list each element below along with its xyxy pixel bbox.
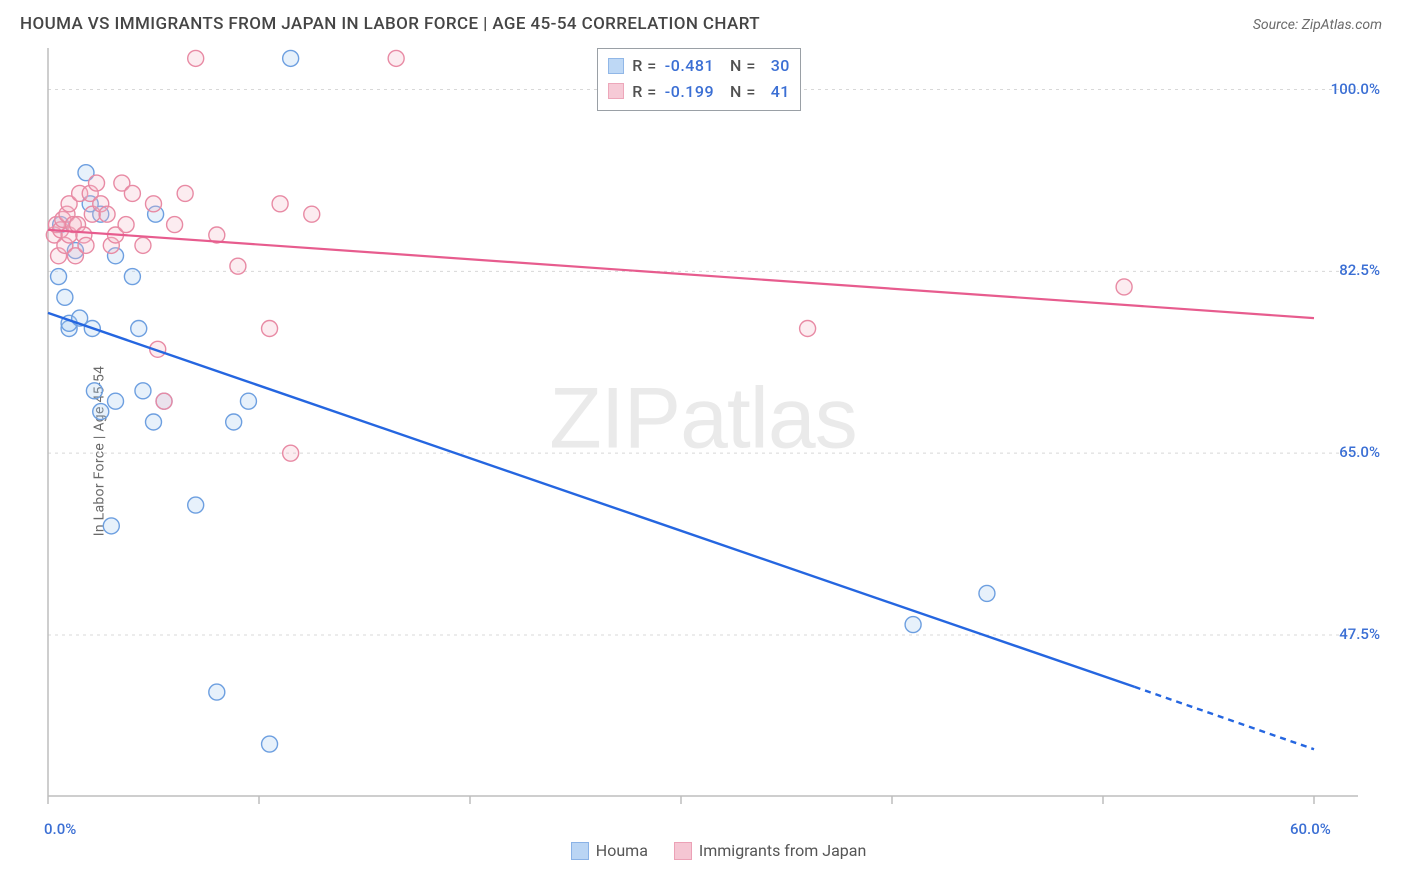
legend-item: Immigrants from Japan bbox=[674, 841, 866, 860]
y-tick-label: 82.5% bbox=[1339, 261, 1380, 279]
r-value: -0.199 bbox=[665, 79, 714, 105]
legend-swatch-icon bbox=[608, 58, 624, 74]
legend-swatch-icon bbox=[571, 842, 589, 860]
legend-label: Immigrants from Japan bbox=[699, 841, 866, 860]
x-tick-label: 60.0% bbox=[1290, 820, 1331, 838]
chart-title: HOUMA VS IMMIGRANTS FROM JAPAN IN LABOR … bbox=[20, 14, 760, 34]
chart-container: In Labor Force | Age 45-54 ZIPatlas R =-… bbox=[42, 46, 1364, 856]
scatter-plot bbox=[42, 46, 1364, 856]
legend-label: Houma bbox=[596, 841, 648, 860]
y-tick-label: 65.0% bbox=[1339, 443, 1380, 461]
correlation-legend-box: R =-0.481N =30R =-0.199N =41 bbox=[597, 48, 801, 111]
legend-swatch-icon bbox=[674, 842, 692, 860]
stats-row: R =-0.199N =41 bbox=[608, 79, 790, 105]
r-value: -0.481 bbox=[665, 53, 714, 79]
stats-row: R =-0.481N =30 bbox=[608, 53, 790, 79]
x-tick-label: 0.0% bbox=[44, 820, 76, 838]
y-tick-label: 47.5% bbox=[1339, 625, 1380, 643]
source-attribution: Source: ZipAtlas.com bbox=[1253, 17, 1382, 33]
legend-swatch-icon bbox=[608, 83, 624, 99]
series-legend: Houma Immigrants from Japan bbox=[571, 841, 867, 860]
chart-header: HOUMA VS IMMIGRANTS FROM JAPAN IN LABOR … bbox=[0, 0, 1406, 40]
y-tick-label: 100.0% bbox=[1331, 80, 1380, 98]
n-value: 41 bbox=[764, 79, 790, 105]
legend-item: Houma bbox=[571, 841, 648, 860]
n-value: 30 bbox=[764, 53, 790, 79]
